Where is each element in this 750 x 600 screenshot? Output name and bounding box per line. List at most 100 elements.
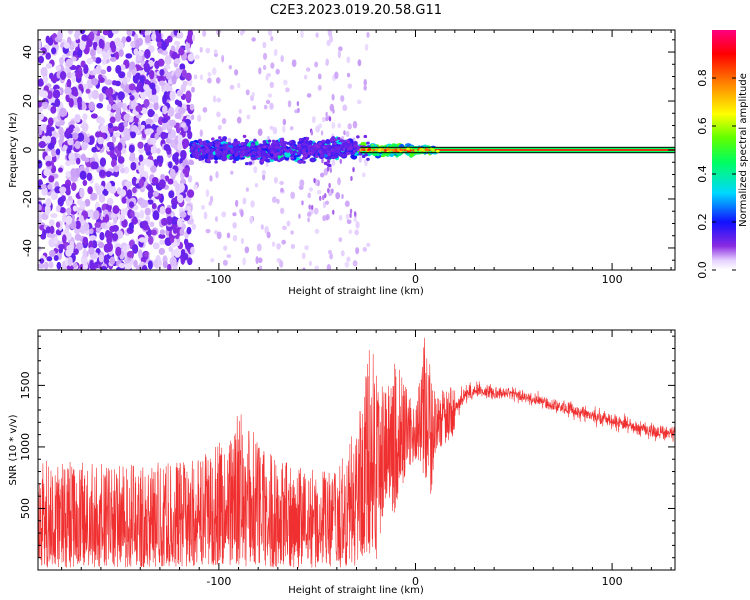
spectrogram-cell xyxy=(321,151,326,155)
spectrogram-cell xyxy=(205,189,210,198)
spectrogram-cell xyxy=(54,98,61,108)
spectrogram-cell xyxy=(271,139,276,143)
spectrogram-cell xyxy=(215,77,221,84)
spectrogram-cell xyxy=(85,88,91,94)
spectrogram-cell xyxy=(48,219,55,227)
spectrogram-cell xyxy=(327,152,331,157)
spectrogram-cell xyxy=(154,60,160,70)
spectrogram-cell xyxy=(286,149,290,153)
spectrogram-cell xyxy=(125,244,130,251)
colorbar-ticks: 0.0 0.2 0.4 0.6 0.8 xyxy=(696,69,736,279)
spectrogram-cell xyxy=(47,126,55,132)
spectrogram-cell xyxy=(131,176,138,187)
spectrogram-cell xyxy=(179,63,186,71)
spectrogram-cell xyxy=(344,200,350,207)
spectrogram-cell xyxy=(255,153,259,157)
spectrogram-cell xyxy=(215,171,219,179)
spectrogram-cell xyxy=(90,192,98,201)
spectrogram-cell xyxy=(74,113,81,123)
spectrogram-cell xyxy=(193,74,198,80)
spectrogram-cell xyxy=(319,172,325,178)
spectrogram-cell xyxy=(308,151,313,155)
spectrogram-cell xyxy=(103,30,109,36)
spectrogram-cell xyxy=(45,160,52,167)
spectrogram-cell xyxy=(48,261,54,269)
spectrogram-cell xyxy=(86,38,93,48)
spectrogram-cell xyxy=(65,248,72,257)
spectrogram-cell xyxy=(267,30,273,37)
spectrogram-cell xyxy=(222,259,228,266)
spectrogram-cell xyxy=(246,114,251,120)
spectrogram-cells xyxy=(38,30,675,270)
spectrogram-cell xyxy=(306,93,312,98)
spectrogram-cell xyxy=(325,200,330,205)
snr-x-label: Height of straight line (km) xyxy=(288,585,424,596)
spectrogram-cell xyxy=(180,122,187,128)
spectrogram-cell xyxy=(73,90,79,97)
spectrogram-cell xyxy=(234,69,239,76)
spectrogram-cell xyxy=(98,193,106,203)
spectrogram-cell xyxy=(342,104,348,112)
spectrogram-cell xyxy=(244,162,249,166)
spectrogram-cell xyxy=(307,211,312,217)
spectrogram-cell xyxy=(258,67,262,75)
spectrogram-cell xyxy=(331,159,336,166)
spectrogram-cell xyxy=(94,221,102,228)
spectrogram-cell xyxy=(228,65,232,70)
spectrogram-cell xyxy=(305,67,311,72)
spectrogram-cell xyxy=(272,126,278,135)
spectrogram-cell xyxy=(242,134,247,138)
spectrogram-cell xyxy=(105,79,113,86)
spectrogram-cell xyxy=(186,33,194,44)
spectrogram-cell xyxy=(179,228,185,237)
spectrogram-cell xyxy=(331,188,334,194)
spectrogram-cell xyxy=(250,200,255,208)
spectrogram-cell xyxy=(366,242,371,247)
spectrogram-cell xyxy=(152,242,160,250)
spectrogram-cell xyxy=(75,242,84,251)
spectrogram-cell xyxy=(189,103,195,111)
spectrogram-cell xyxy=(238,151,243,155)
spectrogram-cell xyxy=(290,156,295,160)
spectrogram-cell xyxy=(143,251,149,258)
spectrogram-cell xyxy=(202,106,208,113)
spectrogram-cell xyxy=(177,134,183,144)
spectrogram-cell xyxy=(346,143,351,147)
spectrogram-panel: -100 0 100 -40 -20 0 20 40 Height of straight … xyxy=(8,29,676,297)
spectrogram-cell xyxy=(131,217,138,225)
spectrogram-cell xyxy=(118,262,126,269)
spectrogram-cell xyxy=(323,161,328,165)
spectrogram-cell xyxy=(126,189,133,199)
spectrogram-cell xyxy=(70,182,77,192)
spectrogram-cell xyxy=(431,148,435,152)
spectrogram-cell xyxy=(59,71,67,80)
spectrogram-cell xyxy=(187,257,193,266)
spectrogram-cell xyxy=(187,53,195,62)
spectrogram-cell xyxy=(89,235,97,241)
colorbar-tick-label: 0.4 xyxy=(696,165,709,183)
spectrogram-cell xyxy=(297,107,300,113)
spectrogram-cell xyxy=(353,211,357,217)
spectrogram-cell xyxy=(329,167,333,173)
spectrogram-cell xyxy=(169,237,175,243)
spectrogram-cell xyxy=(167,133,174,140)
spectrogram-cell xyxy=(396,148,401,152)
spectrogram-cell xyxy=(158,247,166,255)
spectrogram-cell xyxy=(91,77,99,86)
spectrogram-cell xyxy=(92,68,98,76)
spectrogram-cell xyxy=(160,131,168,140)
spectrogram-cell xyxy=(208,141,214,146)
spectrogram-cell xyxy=(214,140,218,144)
spectrogram-cell xyxy=(240,209,244,218)
spectrogram-cell xyxy=(139,209,145,219)
spectrogram-cell xyxy=(336,150,341,154)
spectrogram-cell xyxy=(144,34,151,44)
spectrogram-cell xyxy=(38,100,43,108)
spectrogram-cell xyxy=(308,146,312,150)
spectrogram-cell xyxy=(89,259,94,270)
spectrogram-cell xyxy=(361,154,366,159)
spectrogram-cell xyxy=(279,141,284,146)
spectrogram-cell xyxy=(89,228,94,235)
spectrogram-cell xyxy=(98,254,104,263)
spectrogram-cell xyxy=(144,49,151,59)
